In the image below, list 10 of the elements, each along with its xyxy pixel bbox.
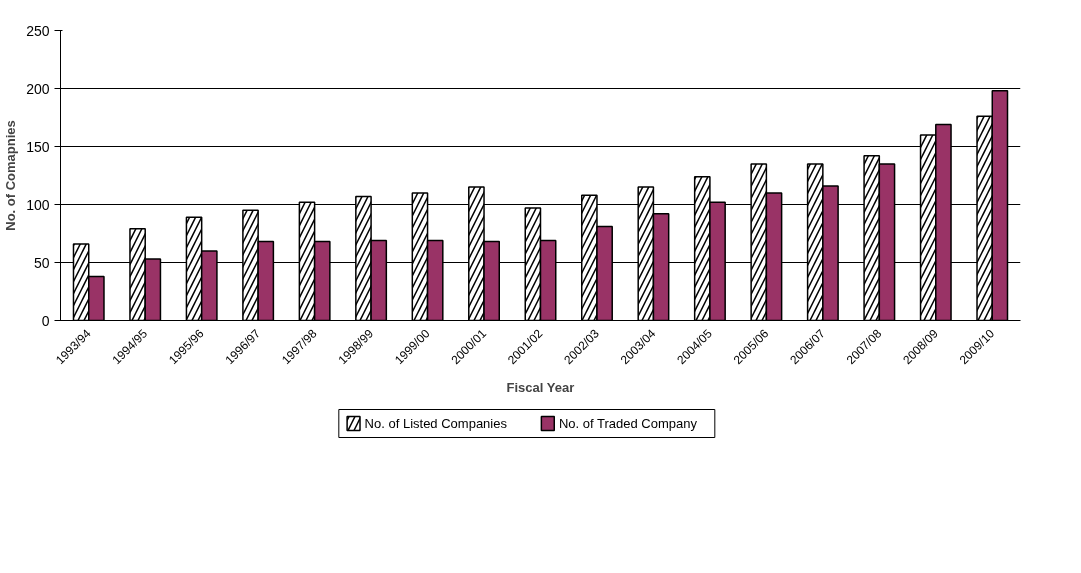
legend-label: No. of Listed Companies xyxy=(364,416,508,431)
y-tick-label: 100 xyxy=(26,196,50,213)
y-tick-label: 50 xyxy=(33,254,50,271)
y-tick-label: 200 xyxy=(26,80,50,97)
y-axis-title: No. of Comapnies xyxy=(3,120,19,231)
y-tick-label: 250 xyxy=(26,22,50,39)
y-tick-label: 150 xyxy=(26,138,50,155)
y-tick-label: 0 xyxy=(41,312,50,329)
legend-label: No. of Traded Company xyxy=(558,416,698,431)
x-axis-title: Fiscal Year xyxy=(506,380,575,396)
